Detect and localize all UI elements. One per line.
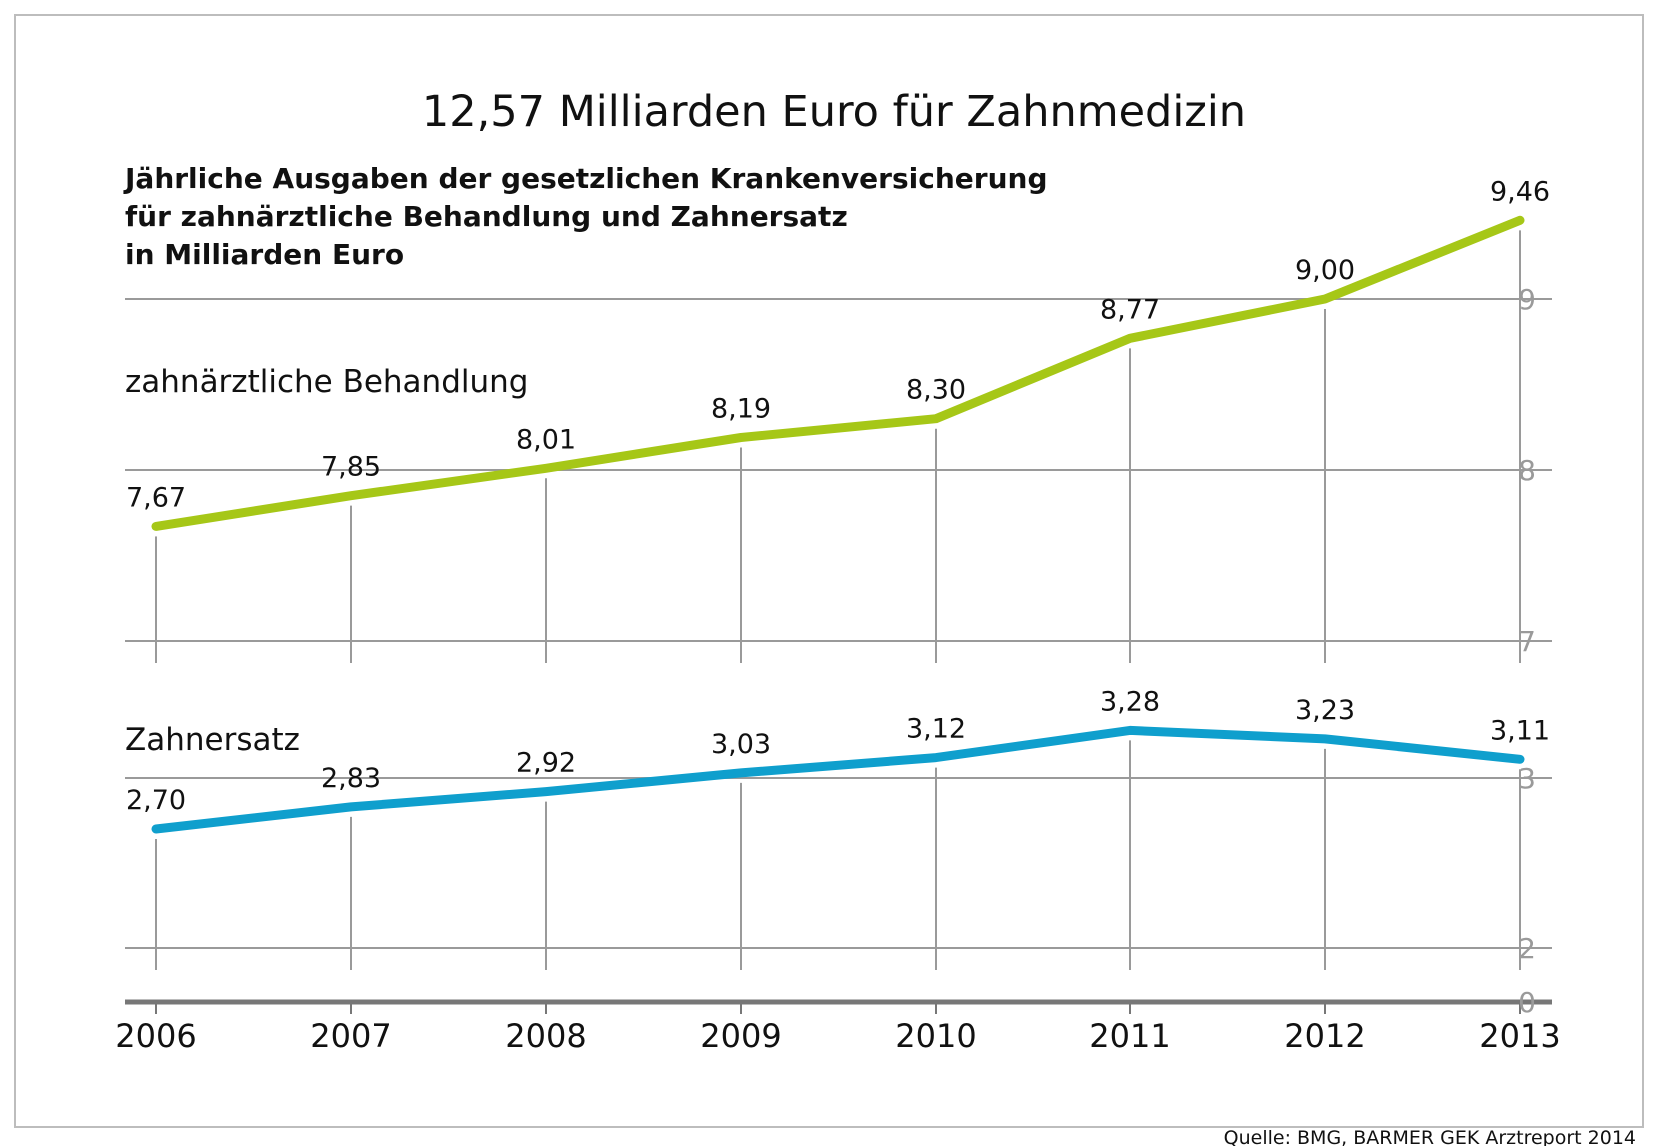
data-label: 2,83 xyxy=(321,763,381,794)
data-label: 8,30 xyxy=(906,375,966,406)
y-tick-label: 7 xyxy=(1518,625,1536,658)
labels-layer: 2006 2007 2008 2009 2010 2011 2012 2013 7,67 7,85… xyxy=(115,176,1560,1055)
data-label: 8,01 xyxy=(516,424,576,455)
chart-subtitle-line-3: in Milliarden Euro xyxy=(125,238,404,271)
data-label: 8,19 xyxy=(711,394,771,425)
series-line-1 xyxy=(151,725,1525,834)
data-label: 3,28 xyxy=(1100,686,1160,717)
data-label: 8,77 xyxy=(1100,294,1160,325)
x-tick-label: 2011 xyxy=(1089,1017,1170,1055)
chart-title: 12,57 Milliarden Euro für Zahnmedizin xyxy=(422,87,1246,137)
source-note: Quelle: BMG, BARMER GEK Arztreport 2014 xyxy=(1224,1127,1636,1146)
x-tick-label: 2010 xyxy=(895,1017,976,1055)
lines-layer xyxy=(151,215,1525,834)
data-label: 3,11 xyxy=(1490,715,1550,746)
data-label: 9,00 xyxy=(1295,255,1355,286)
x-tick-label: 2013 xyxy=(1479,1017,1560,1055)
data-label: 3,03 xyxy=(711,729,771,760)
series-label-behandlung: zahnärztliche Behandlung xyxy=(125,364,528,400)
y-tick-label: 2 xyxy=(1518,932,1536,965)
data-label: 7,67 xyxy=(126,482,186,513)
series-label-zahnersatz: Zahnersatz xyxy=(125,722,300,758)
data-label: 3,23 xyxy=(1295,695,1355,726)
chart-subtitle-line-2: für zahnärztliche Behandlung und Zahners… xyxy=(125,200,848,233)
data-label: 2,70 xyxy=(126,785,186,816)
y-tick-label: 9 xyxy=(1518,283,1536,316)
grid-layer: 7 8 9 2 3 0 xyxy=(125,230,1552,1019)
chart-frame xyxy=(14,14,1644,1128)
y-tick-label: 3 xyxy=(1518,762,1536,795)
y-tick-label: 8 xyxy=(1518,454,1536,487)
chart-subtitle-line-1: Jährliche Ausgaben der gesetzlichen Kran… xyxy=(123,162,1047,195)
data-label: 2,92 xyxy=(516,748,576,779)
series-line-0 xyxy=(151,215,1525,531)
data-label: 7,85 xyxy=(321,452,381,483)
x-tick-label: 2007 xyxy=(310,1017,391,1055)
x-tick-label: 2008 xyxy=(505,1017,586,1055)
x-tick-label: 2006 xyxy=(115,1017,196,1055)
x-tick-label: 2012 xyxy=(1284,1017,1365,1055)
x-tick-label: 2009 xyxy=(700,1017,781,1055)
data-label: 9,46 xyxy=(1490,176,1550,207)
data-label: 3,12 xyxy=(906,714,966,745)
y-tick-label-zero: 0 xyxy=(1518,986,1536,1019)
